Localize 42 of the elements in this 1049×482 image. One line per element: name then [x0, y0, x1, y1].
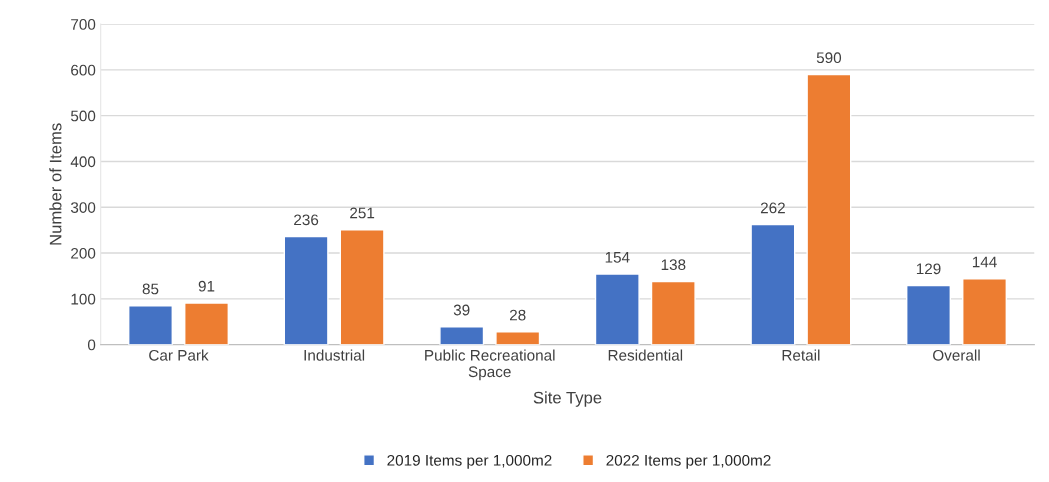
bar — [806, 73, 852, 345]
x-tick-label: Overall — [933, 349, 980, 361]
data-label: 154 — [605, 252, 630, 263]
y-tick-label: 400 — [70, 156, 96, 168]
y-tick-label: 700 — [71, 18, 96, 30]
data-label: 85 — [142, 283, 159, 295]
data-label: 129 — [916, 263, 941, 275]
x-tick-label: Residential — [608, 349, 683, 361]
data-label: 590 — [816, 52, 842, 64]
y-tick-label: 500 — [70, 110, 96, 122]
y-tick-label: 200 — [71, 247, 96, 259]
legend-label: 2019 Items per 1,000m2 — [387, 454, 552, 469]
data-label: 39 — [453, 304, 470, 316]
x-tick-label: Car Park — [149, 349, 209, 361]
legend-label: 2022 Items per 1,000m2 — [606, 454, 771, 469]
y-tick-label: 600 — [71, 64, 96, 76]
bar — [906, 284, 951, 345]
data-label: 262 — [760, 202, 785, 214]
y-axis-title: Number of Items — [49, 123, 62, 245]
bar — [650, 280, 696, 345]
data-label: 91 — [198, 280, 215, 292]
data-label: 236 — [294, 214, 319, 226]
x-tick-label: Public Recreational Space — [425, 349, 555, 381]
bar — [750, 223, 796, 345]
bar — [594, 273, 640, 345]
bar — [128, 305, 173, 345]
x-axis-title: Site Type — [533, 391, 602, 407]
y-tick-label: 300 — [70, 202, 96, 213]
x-tick-label: Retail — [782, 349, 820, 361]
bar — [283, 235, 329, 345]
y-tick-label: 100 — [71, 293, 96, 305]
data-label: 251 — [350, 207, 375, 219]
bar — [339, 229, 385, 345]
data-label: 138 — [661, 259, 686, 271]
bar — [439, 326, 485, 345]
data-label: 28 — [509, 309, 526, 321]
bar — [962, 277, 1008, 345]
data-label: 144 — [972, 256, 997, 268]
bar — [495, 331, 541, 345]
bar — [184, 302, 229, 345]
x-tick-label: Industrial — [304, 349, 365, 361]
y-tick-label: 0 — [87, 339, 96, 351]
